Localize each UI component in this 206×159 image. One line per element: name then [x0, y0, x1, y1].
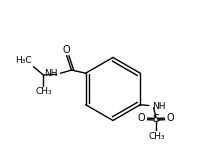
Text: CH₃: CH₃ — [147, 131, 164, 141]
Text: NH: NH — [151, 102, 165, 111]
Text: O: O — [137, 113, 145, 123]
Text: NH: NH — [44, 69, 57, 78]
Text: H₃C: H₃C — [15, 56, 32, 65]
Text: O: O — [166, 113, 173, 123]
Text: S: S — [152, 114, 159, 124]
Text: O: O — [62, 45, 69, 55]
Text: CH₃: CH₃ — [35, 87, 52, 96]
